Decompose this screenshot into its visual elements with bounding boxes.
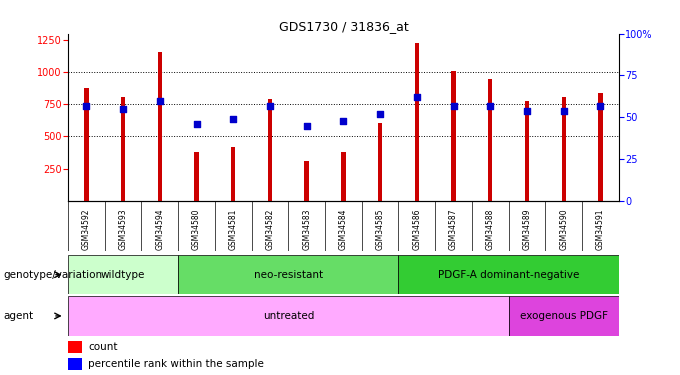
- Point: [338, 117, 349, 123]
- Text: agent: agent: [3, 311, 33, 321]
- Point: [595, 102, 606, 108]
- Bar: [509, 296, 619, 336]
- Bar: [68, 296, 509, 336]
- Point: [522, 108, 532, 114]
- Point: [448, 102, 459, 108]
- Text: GSM34584: GSM34584: [339, 208, 348, 250]
- Point: [228, 116, 239, 122]
- Text: wildtype: wildtype: [101, 270, 146, 280]
- Bar: [121, 97, 125, 201]
- Text: GSM34585: GSM34585: [375, 208, 385, 250]
- Bar: [158, 52, 162, 201]
- Text: GSM34589: GSM34589: [522, 208, 532, 250]
- Text: PDGF-A dominant-negative: PDGF-A dominant-negative: [438, 270, 579, 280]
- Point: [301, 123, 312, 129]
- Text: exogenous PDGF: exogenous PDGF: [520, 311, 608, 321]
- Bar: [598, 93, 602, 201]
- Text: GSM34582: GSM34582: [265, 208, 275, 250]
- Title: GDS1730 / 31836_at: GDS1730 / 31836_at: [279, 20, 408, 33]
- Point: [411, 94, 422, 100]
- Text: GSM34586: GSM34586: [412, 208, 422, 250]
- Point: [558, 108, 569, 114]
- Text: GSM34590: GSM34590: [559, 208, 568, 250]
- Bar: [488, 79, 492, 201]
- Point: [265, 102, 275, 108]
- Text: GSM34592: GSM34592: [82, 208, 91, 250]
- Bar: [268, 99, 272, 201]
- Bar: [68, 358, 82, 370]
- Bar: [68, 255, 178, 294]
- Bar: [562, 97, 566, 201]
- Bar: [398, 255, 619, 294]
- Text: GSM34591: GSM34591: [596, 208, 605, 250]
- Text: neo-resistant: neo-resistant: [254, 270, 323, 280]
- Bar: [415, 43, 419, 201]
- Text: GSM34594: GSM34594: [155, 208, 165, 250]
- Bar: [178, 255, 398, 294]
- Bar: [452, 71, 456, 201]
- Text: percentile rank within the sample: percentile rank within the sample: [88, 359, 265, 369]
- Text: GSM34581: GSM34581: [228, 208, 238, 250]
- Point: [118, 106, 129, 112]
- Point: [485, 102, 496, 108]
- Text: GSM34580: GSM34580: [192, 208, 201, 250]
- Bar: [378, 123, 382, 201]
- Bar: [231, 147, 235, 201]
- Point: [154, 98, 165, 104]
- Text: GSM34593: GSM34593: [118, 208, 128, 250]
- Bar: [305, 162, 309, 201]
- Text: count: count: [88, 342, 118, 352]
- Text: untreated: untreated: [262, 311, 314, 321]
- Bar: [194, 153, 199, 201]
- Text: genotype/variation: genotype/variation: [3, 270, 103, 280]
- Point: [81, 102, 92, 108]
- Bar: [84, 88, 88, 201]
- Bar: [525, 101, 529, 201]
- Bar: [68, 341, 82, 352]
- Text: GSM34588: GSM34588: [486, 208, 495, 250]
- Point: [191, 121, 202, 127]
- Text: GSM34583: GSM34583: [302, 208, 311, 250]
- Bar: [341, 153, 345, 201]
- Text: GSM34587: GSM34587: [449, 208, 458, 250]
- Point: [375, 111, 386, 117]
